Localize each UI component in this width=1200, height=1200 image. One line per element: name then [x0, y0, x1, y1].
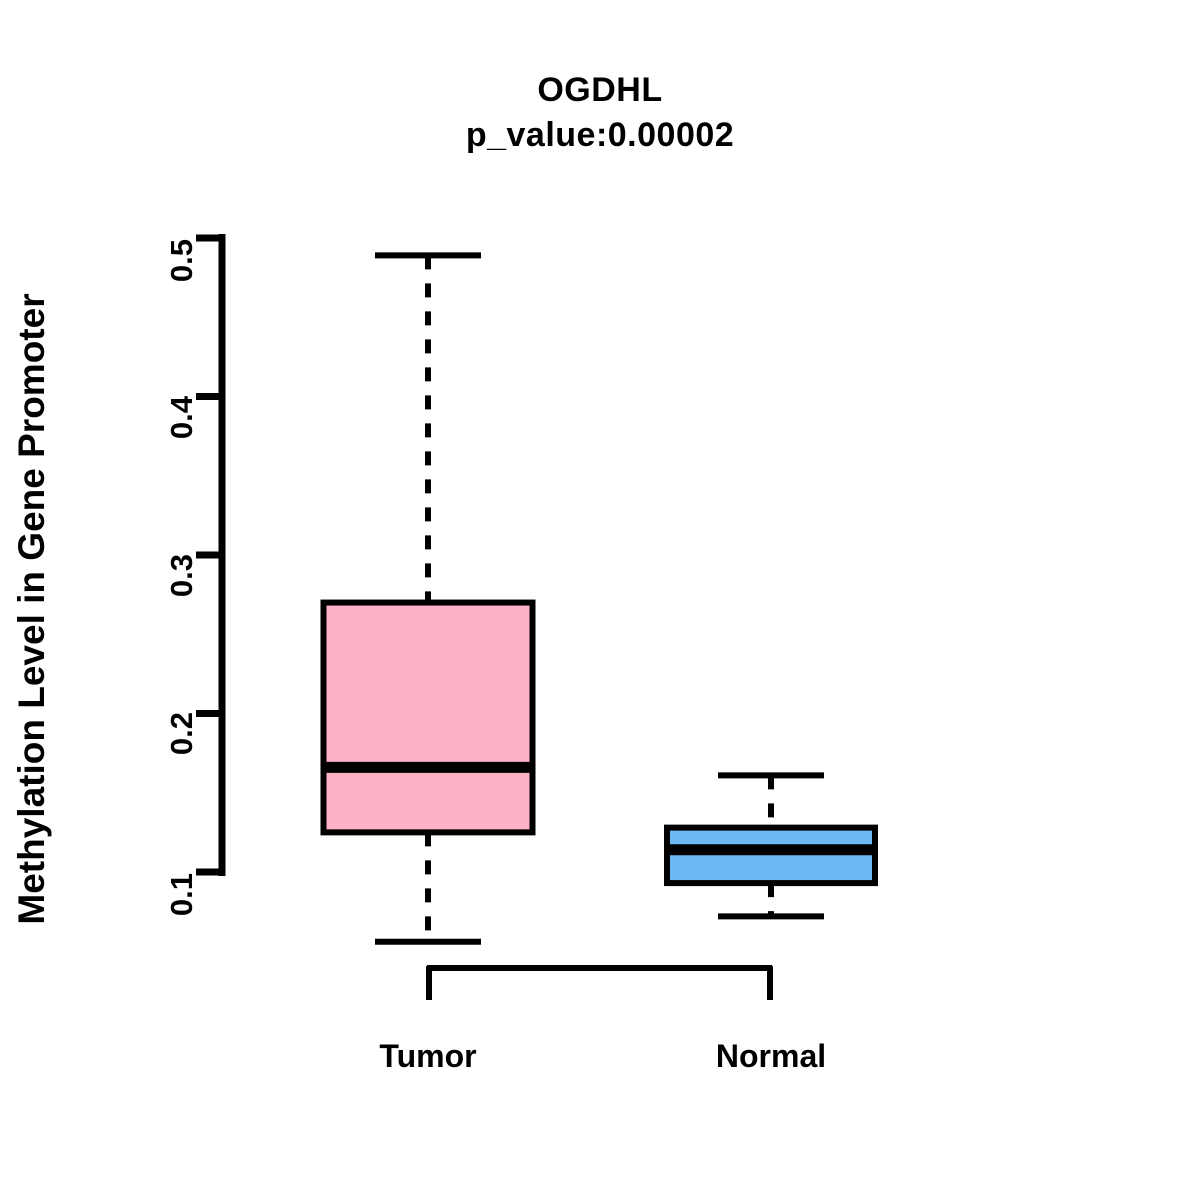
box-normal — [664, 772, 878, 920]
box-body-tumor — [320, 599, 536, 836]
box-body-normal — [664, 824, 878, 887]
x-tick-label-tumor: Tumor — [379, 1038, 477, 1074]
x-axis — [426, 965, 773, 1000]
box-tumor — [320, 252, 536, 945]
x-tick-label-normal: Normal — [715, 1038, 827, 1074]
y-axis — [196, 234, 226, 876]
